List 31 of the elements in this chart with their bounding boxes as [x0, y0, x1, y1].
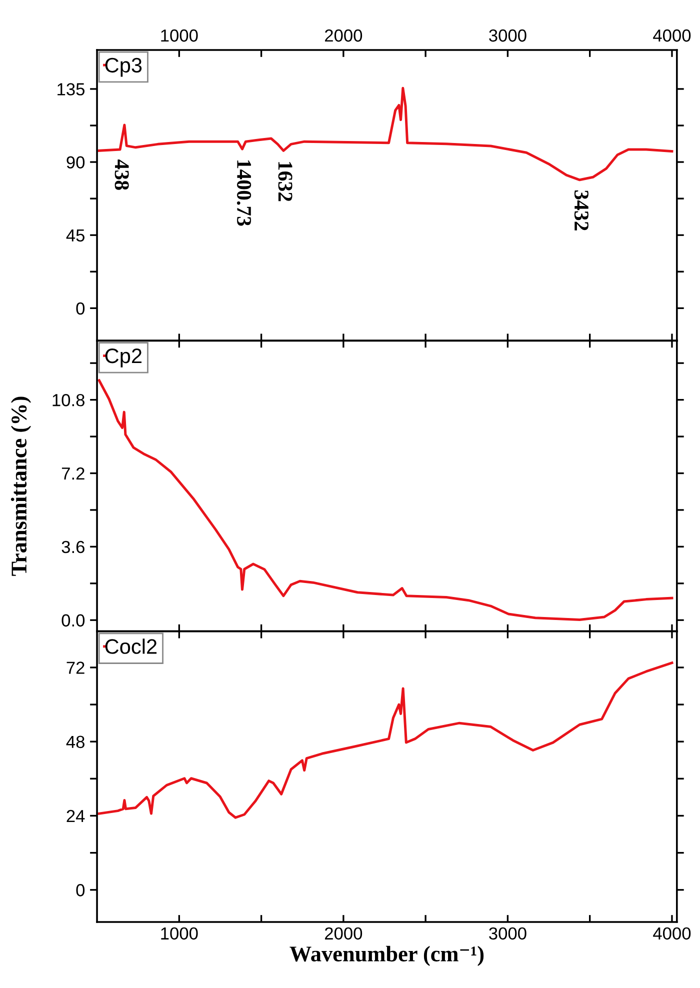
x-tick-label: 2000	[324, 927, 362, 940]
x-axis-title: Wavenumber (cm⁻¹)	[290, 946, 484, 966]
x-tick-label: 3000	[489, 927, 526, 940]
x-tick-label: 3000	[489, 29, 526, 42]
annotation: 1400.73	[236, 160, 252, 226]
y-tick-label: 72	[66, 662, 84, 674]
legend-label: Cp2	[105, 348, 142, 368]
x-tick-label: 4000	[653, 29, 691, 42]
y-axis-title: Transmittance (%)	[10, 396, 32, 576]
annotation: 438	[114, 160, 129, 190]
y-tick-label: 10.8	[52, 394, 84, 406]
y-tick-label: 135	[58, 83, 84, 96]
y-tick-label: 0	[76, 302, 85, 315]
y-tick-label: 0	[76, 884, 85, 896]
line-series	[98, 662, 674, 819]
x-tick-label: 2000	[324, 29, 362, 42]
y-tick-label: 90	[66, 156, 85, 168]
legend-label: Cocl2	[105, 638, 157, 654]
legend-label: Cp3	[105, 58, 142, 77]
annotation: 3432	[574, 190, 588, 230]
y-tick-label: 0.0	[62, 614, 85, 627]
x-tick-label: 1000	[161, 29, 198, 42]
x-tick-label: 1000	[161, 927, 198, 940]
annotation: 1632	[278, 162, 292, 202]
x-tick-label: 4000	[653, 927, 691, 940]
line-series	[98, 379, 674, 621]
y-tick-label: 3.6	[62, 540, 84, 554]
y-tick-label: 48	[66, 736, 84, 748]
y-tick-label: 45	[66, 229, 84, 242]
y-tick-label: 7.2	[62, 467, 84, 480]
y-tick-label: 24	[66, 810, 85, 822]
